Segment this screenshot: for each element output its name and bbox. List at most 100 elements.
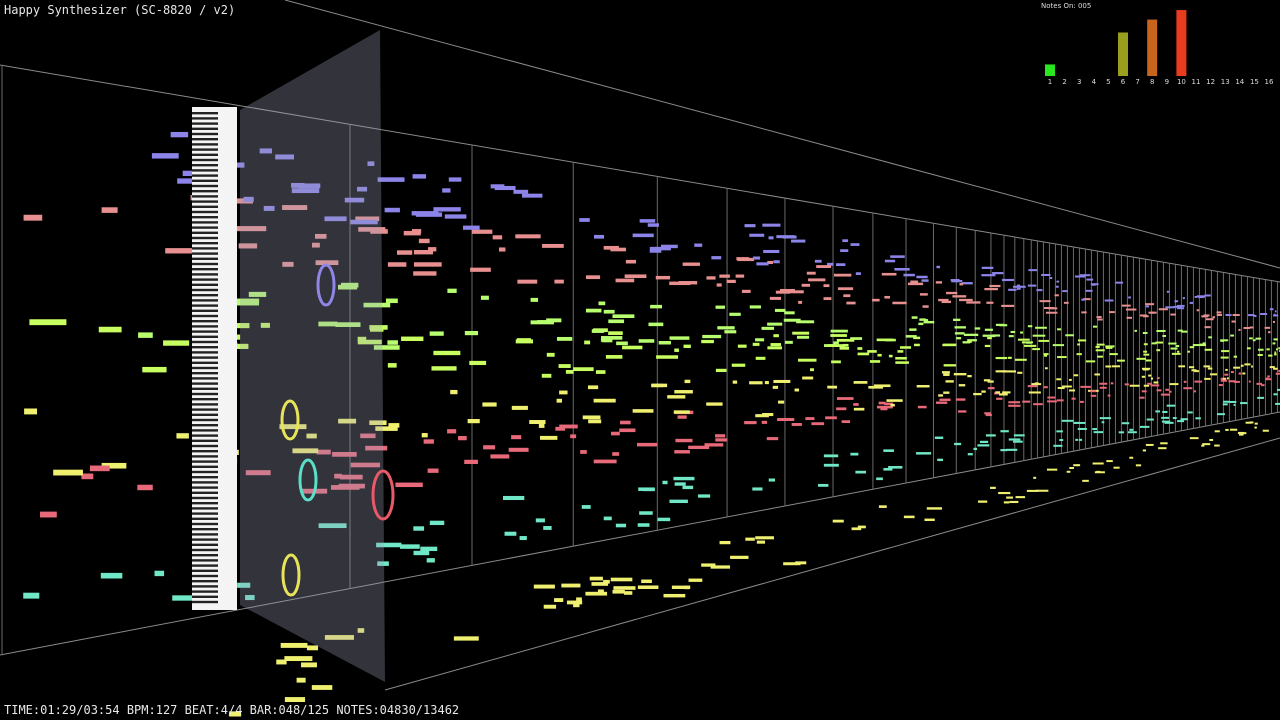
note <box>413 526 425 531</box>
note <box>444 214 467 219</box>
note <box>1129 384 1140 387</box>
note <box>715 434 726 438</box>
note <box>338 483 365 489</box>
note <box>1176 304 1185 307</box>
note <box>769 296 781 300</box>
note <box>935 281 943 284</box>
note <box>1099 386 1107 389</box>
note <box>1085 360 1096 363</box>
note <box>243 196 254 202</box>
channel-level <box>1118 32 1128 76</box>
note <box>1127 431 1137 434</box>
note <box>151 153 179 159</box>
note <box>137 484 153 491</box>
note <box>1252 339 1256 342</box>
note <box>565 369 574 374</box>
note <box>1164 421 1174 424</box>
note <box>579 218 590 222</box>
note <box>1151 342 1157 345</box>
note <box>674 482 686 486</box>
note <box>962 341 971 344</box>
note <box>296 677 306 683</box>
note <box>1090 283 1099 286</box>
note <box>301 662 317 668</box>
note <box>953 373 967 376</box>
note <box>878 401 886 405</box>
note <box>801 283 811 287</box>
note <box>1158 308 1168 311</box>
note <box>598 301 606 306</box>
black-key <box>192 143 218 146</box>
note <box>316 449 331 455</box>
black-key <box>192 335 218 338</box>
note <box>324 216 347 222</box>
note <box>23 214 43 221</box>
note <box>762 223 781 227</box>
note <box>673 476 695 481</box>
note <box>726 279 736 283</box>
note <box>825 416 837 420</box>
note <box>937 458 943 462</box>
note <box>589 576 603 581</box>
note <box>880 407 888 411</box>
note <box>453 636 479 641</box>
note <box>1106 460 1113 463</box>
note <box>314 233 327 239</box>
note <box>586 275 601 280</box>
black-key <box>192 574 218 578</box>
note <box>463 225 480 230</box>
note <box>1243 327 1251 330</box>
note <box>1240 402 1248 405</box>
note <box>1177 350 1180 353</box>
note <box>1258 348 1264 351</box>
black-key <box>192 465 218 468</box>
note <box>357 186 368 192</box>
note <box>673 410 690 414</box>
note <box>1076 464 1081 467</box>
black-key <box>192 429 218 432</box>
note <box>1109 353 1118 356</box>
note <box>357 336 367 342</box>
note <box>170 131 189 138</box>
note <box>245 595 255 601</box>
note <box>811 422 825 426</box>
black-key <box>192 216 218 219</box>
note <box>876 405 893 409</box>
note <box>989 284 1001 288</box>
note <box>1227 377 1229 380</box>
note <box>954 326 966 329</box>
note <box>1047 396 1056 399</box>
note <box>431 366 457 371</box>
note <box>1274 310 1277 313</box>
note <box>540 435 558 440</box>
note <box>884 259 896 263</box>
note <box>1056 280 1060 283</box>
note <box>656 355 679 359</box>
note <box>1124 383 1129 386</box>
note <box>992 334 1001 337</box>
note <box>1166 404 1176 407</box>
note <box>694 243 703 247</box>
note <box>1145 305 1150 308</box>
note <box>647 223 659 227</box>
note <box>1008 288 1017 291</box>
note <box>541 373 552 378</box>
note <box>360 433 376 439</box>
note <box>1110 382 1114 385</box>
note <box>1095 345 1100 348</box>
note <box>464 459 478 464</box>
note <box>984 344 991 348</box>
black-key <box>192 564 218 567</box>
note <box>519 536 527 541</box>
note <box>1194 370 1199 373</box>
note <box>558 364 571 368</box>
black-key <box>192 340 218 344</box>
black-key <box>192 559 218 562</box>
note <box>756 262 769 266</box>
note <box>1153 381 1159 384</box>
note <box>1208 336 1212 339</box>
note <box>939 398 951 401</box>
note <box>413 271 437 276</box>
note <box>555 426 566 431</box>
note <box>710 565 731 569</box>
